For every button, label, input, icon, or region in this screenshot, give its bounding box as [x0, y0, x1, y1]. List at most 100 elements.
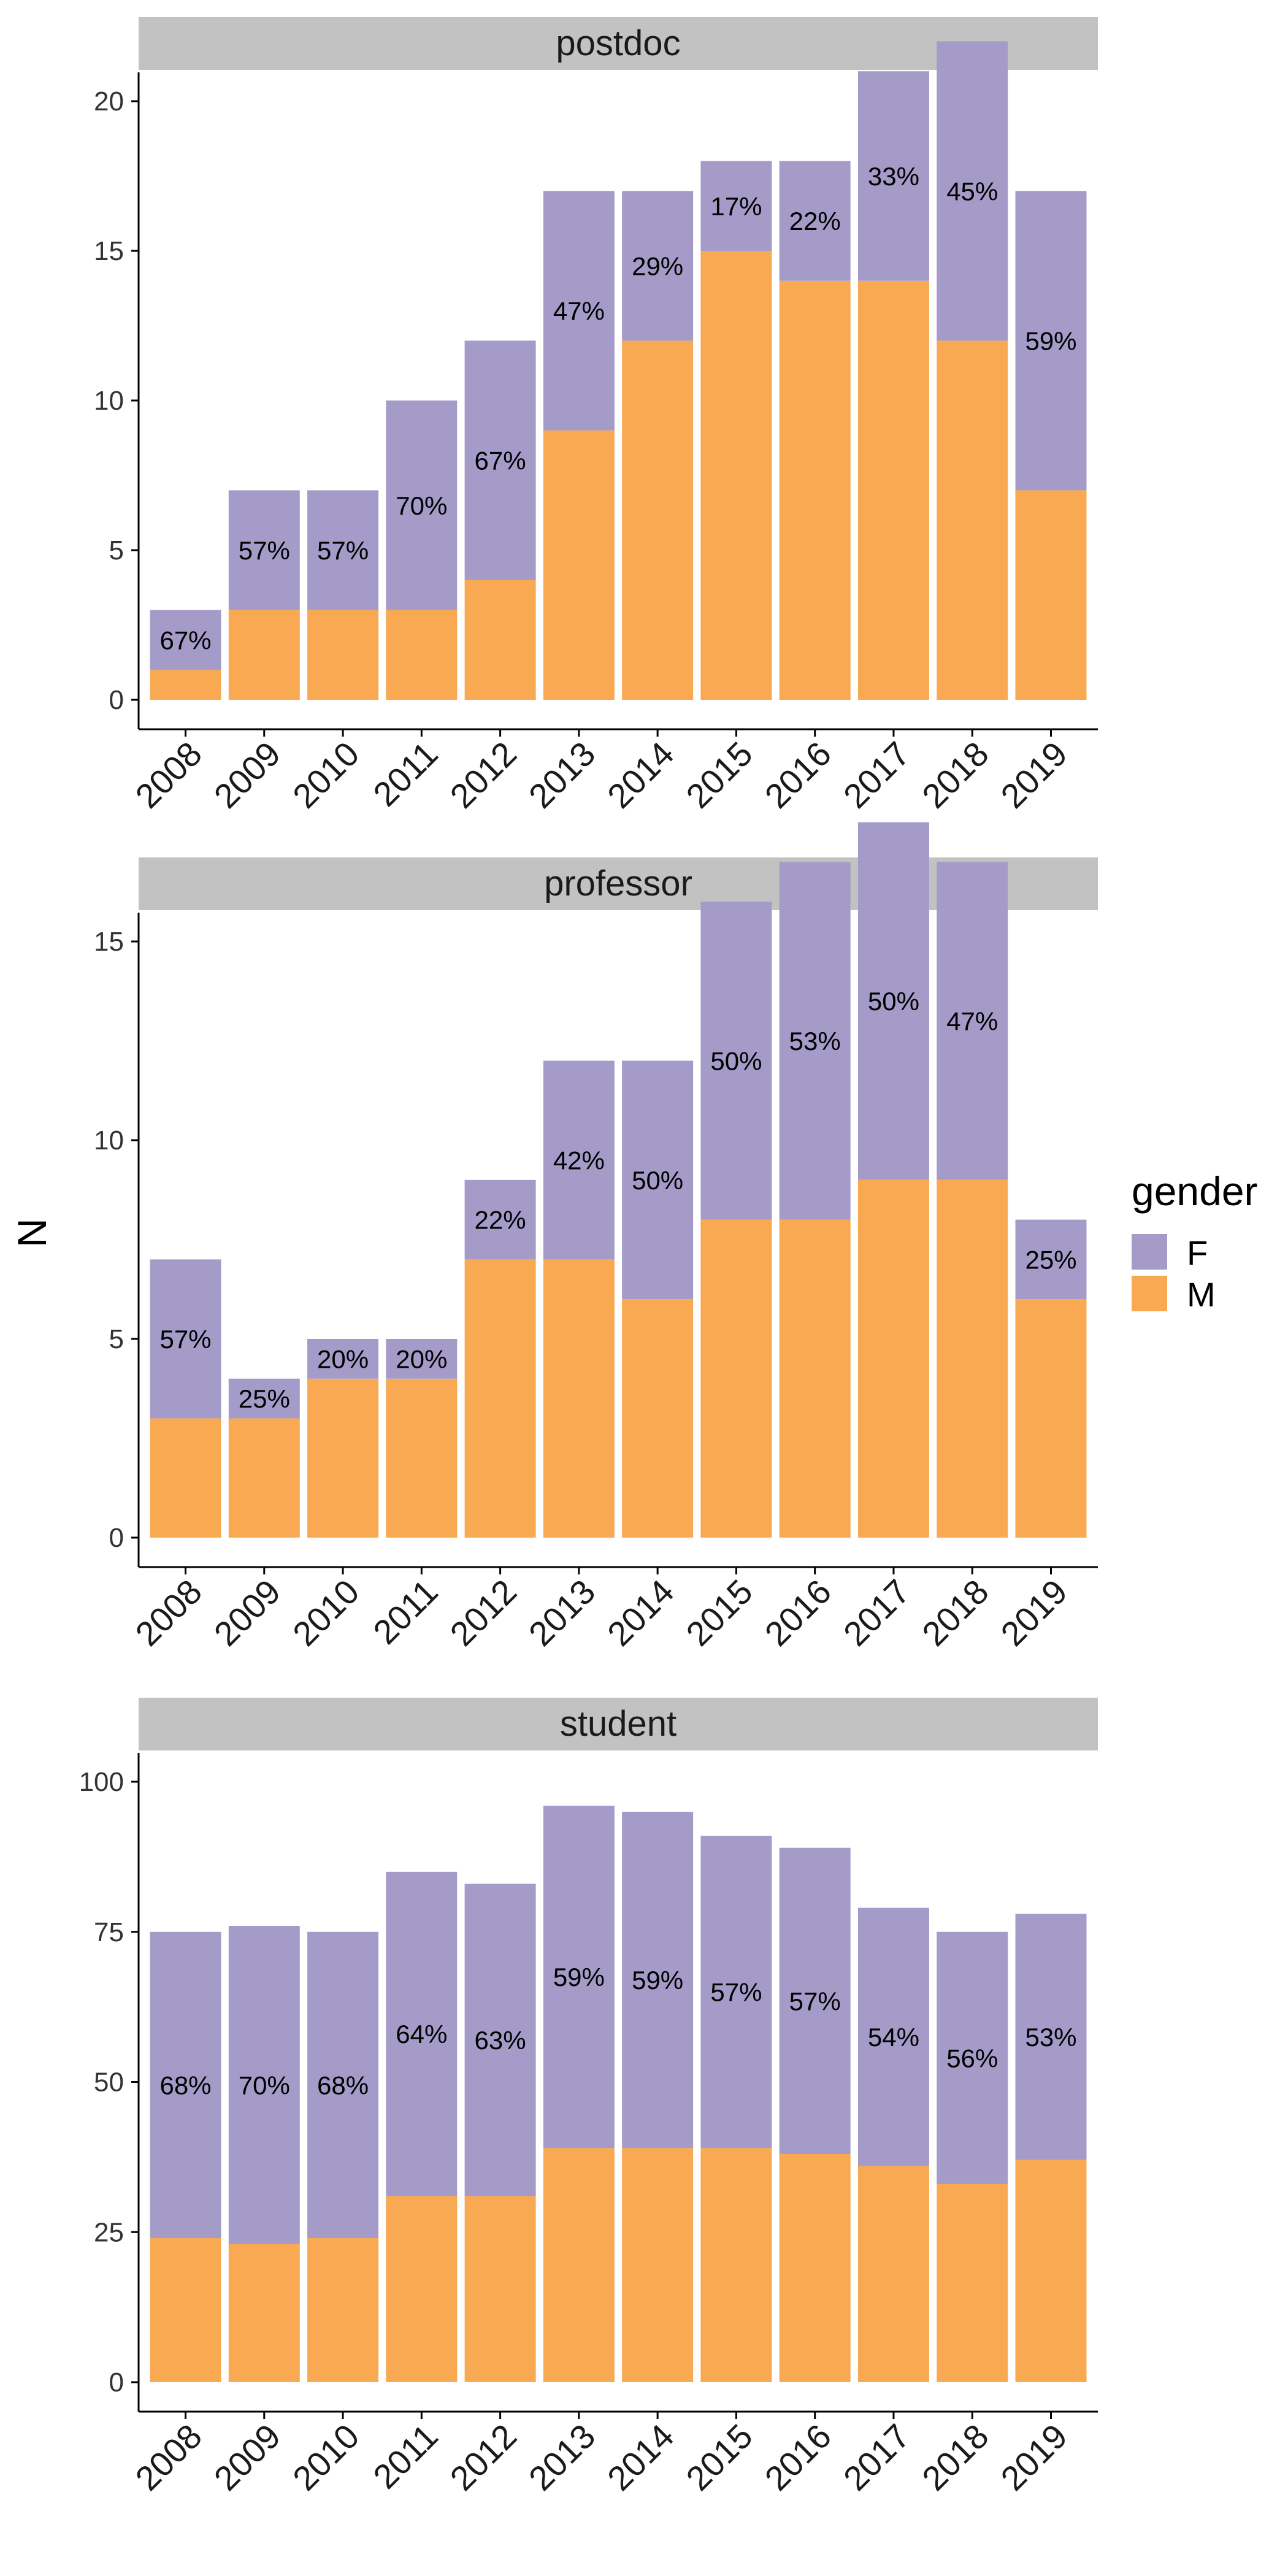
bar-F-postdoc-2014 [622, 191, 694, 341]
bar-F-student-2008 [150, 1931, 221, 2239]
bar-F-student-2016 [779, 1847, 851, 2154]
bar-F-student-2019 [1015, 1914, 1087, 2160]
x-tick-label: 2011 [366, 1572, 445, 1652]
bar-F-professor-2017 [857, 822, 929, 1180]
data-label: 59% [553, 1963, 605, 1991]
data-label: 50% [710, 1046, 762, 1075]
data-label: 59% [1025, 326, 1076, 355]
data-label: 68% [159, 2071, 211, 2099]
bar-F-student-2015 [700, 1836, 772, 2149]
data-label: 57% [159, 1325, 211, 1354]
bar-F-professor-2019 [1015, 1219, 1087, 1300]
bar-F-student-2012 [464, 1884, 536, 2196]
x-tick-label: 2015 [678, 1572, 760, 1654]
bar-M-student-2014 [622, 2148, 694, 2382]
panel-student: student 68% 2008 70% 2009 68% 2010 64% 2011 63% 20… [79, 1698, 1098, 2498]
data-label: 50% [632, 1166, 683, 1195]
bar-M-student-2011 [386, 2196, 458, 2382]
panel-professor: professor 57% 2008 25% 2009 20% 2010 20% 2011 22%… [94, 822, 1098, 1654]
bar-M-postdoc-2010 [307, 610, 379, 700]
bar-M-professor-2012 [464, 1259, 536, 1538]
data-label: 25% [239, 1384, 290, 1413]
x-tick-label: 2008 [128, 1572, 209, 1654]
data-label: 70% [396, 491, 447, 520]
bar-M-professor-2019 [1015, 1299, 1087, 1538]
bar-F-postdoc-2013 [543, 191, 615, 431]
x-tick-label: 2011 [366, 2417, 445, 2496]
bar-M-student-2009 [228, 2244, 300, 2382]
data-label: 20% [317, 1344, 369, 1373]
bar-F-professor-2011 [386, 1339, 458, 1379]
bar-F-professor-2009 [228, 1378, 300, 1419]
x-tick-label: 2015 [678, 734, 760, 816]
y-tick-label: 15 [94, 927, 124, 957]
y-tick-label: 0 [109, 685, 124, 715]
bar-M-student-2015 [700, 2148, 772, 2382]
bar-F-postdoc-2009 [228, 490, 300, 610]
bar-M-postdoc-2009 [228, 610, 300, 700]
y-tick-label: 0 [109, 1523, 124, 1553]
x-tick-label: 2018 [914, 734, 996, 816]
y-tick-label: 100 [79, 1767, 124, 1797]
x-tick-label: 2014 [600, 1572, 681, 1654]
legend-label-M: M [1187, 1275, 1216, 1314]
y-tick-label: 75 [94, 1917, 124, 1947]
bar-M-professor-2014 [622, 1299, 694, 1538]
data-label: 67% [159, 626, 211, 654]
x-tick-label: 2008 [128, 2417, 209, 2498]
x-tick-label: 2014 [600, 2417, 681, 2498]
x-tick-label: 2018 [914, 1572, 996, 1654]
data-label: 25% [1025, 1245, 1076, 1274]
x-tick-label: 2013 [521, 1572, 603, 1654]
data-label: 57% [789, 1987, 841, 2015]
bar-F-professor-2018 [937, 862, 1008, 1180]
x-tick-label: 2017 [836, 1572, 918, 1654]
bar-M-professor-2008 [150, 1418, 221, 1538]
data-label: 42% [553, 1146, 605, 1175]
bar-M-postdoc-2013 [543, 430, 615, 700]
y-tick-label: 50 [94, 2068, 124, 2098]
x-tick-label: 2010 [285, 734, 367, 816]
data-label: 67% [475, 447, 526, 475]
bar-F-professor-2013 [543, 1060, 615, 1260]
bar-M-professor-2017 [857, 1179, 929, 1538]
data-label: 22% [475, 1206, 526, 1235]
bar-M-postdoc-2015 [700, 251, 772, 700]
data-label: 70% [239, 2071, 290, 2099]
bar-M-student-2008 [150, 2238, 221, 2382]
bar-F-professor-2008 [150, 1259, 221, 1419]
y-tick-label: 5 [109, 1324, 124, 1354]
bar-M-postdoc-2012 [464, 580, 536, 700]
facet-strip [139, 1698, 1098, 1750]
bar-F-postdoc-2012 [464, 340, 536, 580]
bar-F-professor-2012 [464, 1179, 536, 1260]
facet-title: professor [544, 864, 692, 903]
data-label: 47% [946, 1007, 998, 1036]
bar-M-professor-2010 [307, 1378, 379, 1538]
x-tick-label: 2016 [757, 2417, 839, 2498]
data-label: 54% [868, 2023, 919, 2052]
y-tick-label: 20 [94, 86, 124, 117]
bar-F-professor-2015 [700, 902, 772, 1220]
x-tick-label: 2009 [207, 2417, 288, 2498]
bar-F-postdoc-2010 [307, 490, 379, 610]
bar-M-postdoc-2014 [622, 340, 694, 700]
bar-M-postdoc-2016 [779, 280, 851, 700]
data-label: 57% [317, 536, 369, 565]
bar-M-professor-2013 [543, 1259, 615, 1538]
bar-F-postdoc-2008 [150, 610, 221, 670]
x-tick-label: 2012 [442, 734, 524, 816]
bar-F-professor-2014 [622, 1060, 694, 1300]
x-tick-label: 2013 [521, 2417, 603, 2498]
bar-F-professor-2010 [307, 1339, 379, 1379]
bar-M-student-2012 [464, 2196, 536, 2382]
x-tick-label: 2019 [993, 2417, 1075, 2498]
y-tick-label: 10 [94, 386, 124, 416]
data-label: 17% [710, 192, 762, 221]
bar-M-student-2019 [1015, 2160, 1087, 2382]
x-tick-label: 2015 [678, 2417, 760, 2498]
bar-F-postdoc-2016 [779, 161, 851, 281]
x-tick-label: 2017 [836, 2417, 918, 2498]
data-label: 68% [317, 2071, 369, 2099]
